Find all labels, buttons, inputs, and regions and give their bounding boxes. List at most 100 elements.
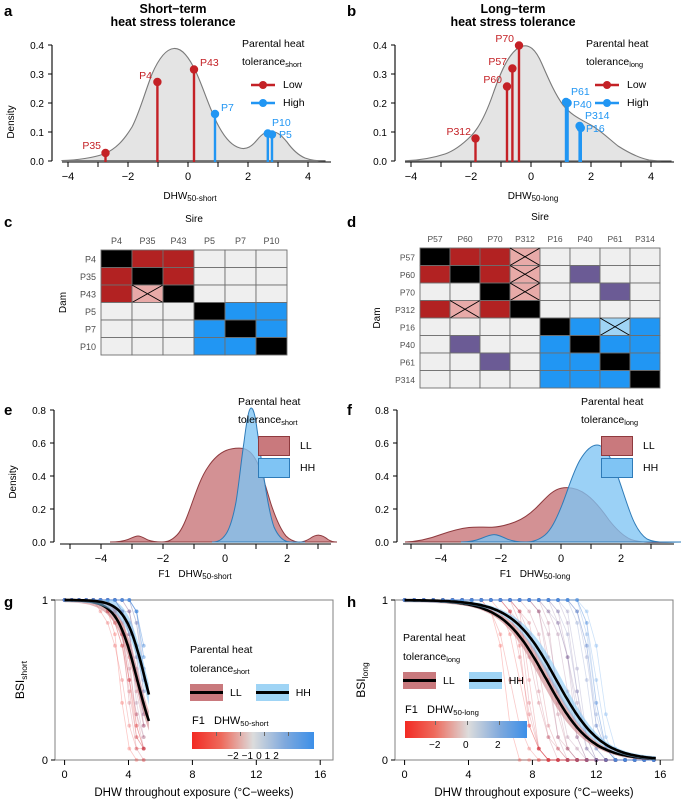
matrix-cell[interactable]	[629, 300, 661, 319]
matrix-cell[interactable]	[131, 267, 164, 286]
matrix-cell[interactable]	[479, 370, 511, 389]
matrix-cell[interactable]	[599, 265, 631, 284]
matrix-cell[interactable]	[449, 282, 481, 301]
matrix-cell[interactable]	[509, 335, 541, 354]
matrix-cell[interactable]	[193, 249, 226, 268]
matrix-cell[interactable]	[479, 265, 511, 284]
matrix-cell[interactable]	[449, 335, 481, 354]
matrix-cell[interactable]	[100, 267, 133, 286]
matrix-cell[interactable]	[569, 247, 601, 266]
matrix-cell[interactable]	[100, 302, 133, 321]
matrix-cell[interactable]	[419, 265, 451, 284]
matrix-cell[interactable]	[539, 317, 571, 336]
matrix-cell[interactable]	[509, 317, 541, 336]
matrix-cell[interactable]	[569, 370, 601, 389]
matrix-cell[interactable]	[255, 267, 288, 286]
panel-h-colorbar-gradient[interactable]	[405, 721, 527, 738]
matrix-cell[interactable]	[224, 249, 257, 268]
matrix-cell[interactable]	[479, 282, 511, 301]
matrix-cell[interactable]	[509, 300, 541, 319]
matrix-cell[interactable]	[509, 370, 541, 389]
matrix-cell[interactable]	[569, 265, 601, 284]
matrix-cell[interactable]	[539, 282, 571, 301]
matrix-cell[interactable]	[509, 352, 541, 371]
matrix-cell[interactable]	[449, 352, 481, 371]
matrix-cell[interactable]	[255, 319, 288, 338]
panel-g-colorbar-gradient[interactable]	[192, 732, 314, 749]
matrix-cell[interactable]	[569, 300, 601, 319]
matrix-cell[interactable]	[193, 302, 226, 321]
matrix-cell[interactable]	[255, 337, 288, 356]
panel-h-legend-item-HH[interactable]: HH	[468, 672, 524, 689]
matrix-cell[interactable]	[629, 265, 661, 284]
matrix-cell[interactable]	[629, 317, 661, 336]
matrix-cell[interactable]	[162, 319, 195, 338]
panel-e-legend-item-HH[interactable]: HH	[258, 458, 343, 478]
matrix-cell[interactable]	[479, 300, 511, 319]
matrix-cell[interactable]	[479, 247, 511, 266]
matrix-cell[interactable]	[629, 247, 661, 266]
matrix-cell[interactable]	[224, 337, 257, 356]
matrix-cell[interactable]	[224, 267, 257, 286]
matrix-cell[interactable]	[255, 249, 288, 268]
matrix-cell[interactable]	[162, 302, 195, 321]
matrix-cell[interactable]	[131, 249, 164, 268]
matrix-cell[interactable]	[539, 247, 571, 266]
matrix-cell[interactable]	[193, 319, 226, 338]
matrix-cell[interactable]	[539, 300, 571, 319]
matrix-cell[interactable]	[539, 370, 571, 389]
matrix-cell[interactable]	[569, 352, 601, 371]
matrix-cell[interactable]	[131, 302, 164, 321]
matrix-cell[interactable]	[569, 282, 601, 301]
matrix-cell[interactable]	[539, 265, 571, 284]
matrix-cell[interactable]	[255, 284, 288, 303]
matrix-cell[interactable]	[224, 284, 257, 303]
matrix-cell[interactable]	[539, 352, 571, 371]
panel-g-legend-item-HH[interactable]: HH	[255, 684, 311, 701]
matrix-cell[interactable]	[479, 317, 511, 336]
matrix-cell[interactable]	[419, 335, 451, 354]
panel-f-legend-item-LL[interactable]: LL	[601, 436, 685, 456]
matrix-cell[interactable]	[100, 337, 133, 356]
matrix-cell[interactable]	[449, 370, 481, 389]
panel-f-legend-item-HH[interactable]: HH	[601, 458, 685, 478]
panel-b-legend-item-low[interactable]: Low	[594, 79, 685, 91]
matrix-cell[interactable]	[569, 317, 601, 336]
matrix-cell[interactable]	[629, 352, 661, 371]
matrix-cell[interactable]	[629, 282, 661, 301]
matrix-cell[interactable]	[255, 302, 288, 321]
matrix-cell[interactable]	[599, 282, 631, 301]
matrix-cell[interactable]	[162, 337, 195, 356]
matrix-cell[interactable]	[419, 247, 451, 266]
matrix-cell[interactable]	[162, 267, 195, 286]
matrix-cell[interactable]	[449, 317, 481, 336]
panel-h-legend-item-LL[interactable]: LL	[403, 672, 455, 689]
matrix-cell[interactable]	[131, 319, 164, 338]
matrix-cell[interactable]	[599, 335, 631, 354]
panel-e-legend-item-LL[interactable]: LL	[258, 436, 343, 456]
matrix-cell[interactable]	[419, 317, 451, 336]
matrix-cell[interactable]	[479, 352, 511, 371]
matrix-cell[interactable]	[193, 284, 226, 303]
matrix-cell[interactable]	[100, 284, 133, 303]
matrix-cell[interactable]	[599, 370, 631, 389]
matrix-cell[interactable]	[599, 352, 631, 371]
matrix-cell[interactable]	[599, 300, 631, 319]
matrix-cell[interactable]	[629, 335, 661, 354]
matrix-cell[interactable]	[479, 335, 511, 354]
matrix-cell[interactable]	[419, 300, 451, 319]
panel-a-legend-item-high[interactable]: High	[250, 97, 342, 109]
matrix-cell[interactable]	[539, 335, 571, 354]
matrix-cell[interactable]	[569, 335, 601, 354]
matrix-cell[interactable]	[419, 370, 451, 389]
matrix-cell[interactable]	[162, 284, 195, 303]
matrix-cell[interactable]	[193, 267, 226, 286]
matrix-cell[interactable]	[599, 247, 631, 266]
matrix-cell[interactable]	[449, 265, 481, 284]
matrix-cell[interactable]	[629, 370, 661, 389]
panel-b-legend-item-high[interactable]: High	[594, 97, 685, 109]
matrix-cell[interactable]	[449, 247, 481, 266]
matrix-cell[interactable]	[131, 337, 164, 356]
matrix-cell[interactable]	[224, 319, 257, 338]
matrix-cell[interactable]	[224, 302, 257, 321]
